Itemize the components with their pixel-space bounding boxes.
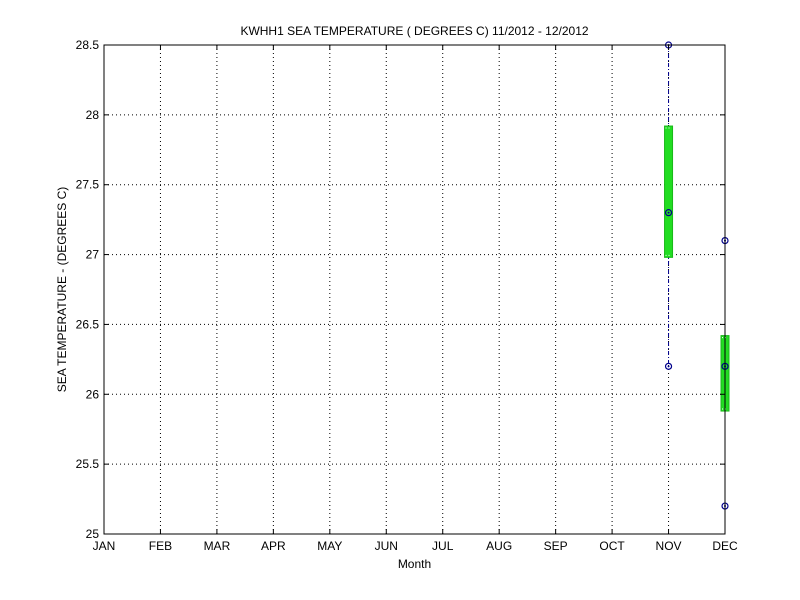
median-marker bbox=[664, 209, 673, 217]
x-tick-label: FEB bbox=[149, 539, 172, 553]
y-tick-label: 27.5 bbox=[76, 178, 100, 192]
y-tick-label: 27 bbox=[86, 248, 100, 262]
chart-title: KWHH1 SEA TEMPERATURE ( DEGREES C) 11/20… bbox=[240, 24, 588, 38]
x-tick-label: JUL bbox=[432, 539, 454, 553]
x-tick-label: OCT bbox=[599, 539, 625, 553]
axis-ticks: JAN FEB MAR APR MAY JUN JUL AUG SEP OCT NOV DEC 25 25… bbox=[76, 38, 738, 553]
x-tick-label: MAY bbox=[317, 539, 342, 553]
y-tick-label: 28 bbox=[86, 108, 100, 122]
y-tick-label: 25 bbox=[86, 527, 100, 541]
y-tick-label: 26.5 bbox=[76, 317, 100, 331]
y-tick-label: 25.5 bbox=[76, 457, 100, 471]
y-axis-label: SEA TEMPERATURE - (DEGREES C) bbox=[55, 187, 69, 393]
iqr-box bbox=[664, 125, 674, 258]
x-tick-label: JAN bbox=[93, 539, 116, 553]
x-tick-label: JUN bbox=[375, 539, 398, 553]
plot-frame bbox=[103, 44, 726, 535]
x-tick-label: APR bbox=[261, 539, 286, 553]
box-nov bbox=[664, 41, 674, 370]
median-marker-dot bbox=[667, 211, 670, 214]
x-tick-label: DEC bbox=[712, 539, 738, 553]
min-marker bbox=[664, 362, 673, 370]
y-tick-label: 26 bbox=[86, 387, 100, 401]
x-tick-label: NOV bbox=[656, 539, 682, 553]
x-axis-label: Month bbox=[398, 557, 431, 571]
x-tick-label: SEP bbox=[544, 539, 568, 553]
y-tick-label: 28.5 bbox=[76, 38, 100, 52]
x-tick-label: MAR bbox=[204, 539, 231, 553]
x-tick-label: AUG bbox=[486, 539, 512, 553]
min-marker-dot bbox=[667, 365, 670, 368]
